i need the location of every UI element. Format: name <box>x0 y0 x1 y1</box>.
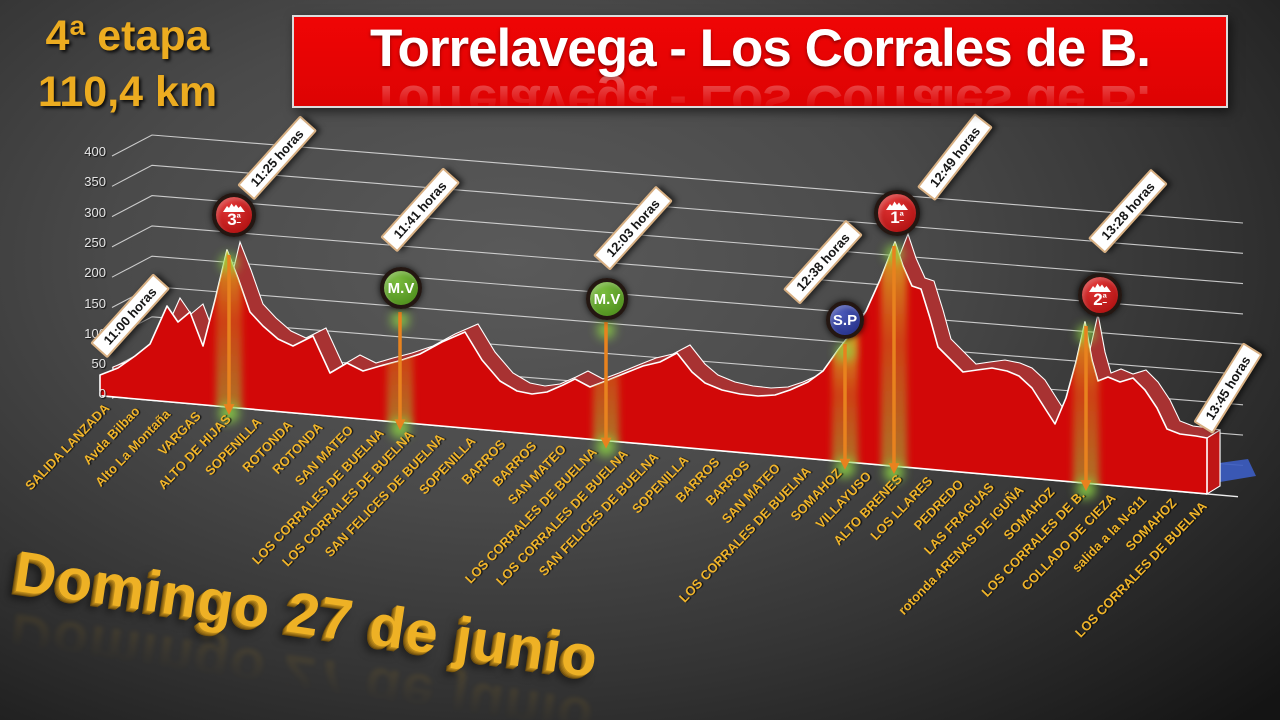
mountain-icon <box>223 203 245 212</box>
profile-end-cap <box>1206 429 1221 495</box>
marker-mv-2: M.V <box>586 278 628 320</box>
mountain-icon <box>886 201 908 210</box>
stage-title: Torrelavega - Los Corrales de B. <box>370 19 1151 78</box>
marker-climb-1a: 1ª <box>874 190 920 236</box>
route-arrow <box>390 311 410 439</box>
climb-category-label: 1ª <box>890 207 904 227</box>
y-tick-label: 50 <box>91 356 106 372</box>
marker-climb-3a: 3ª <box>212 193 256 237</box>
climb-category-label: 3ª <box>227 209 241 229</box>
mountain-icon <box>1089 283 1111 292</box>
y-tick-label: 150 <box>84 295 106 311</box>
gridline <box>111 195 1244 285</box>
route-arrow <box>835 343 855 478</box>
stage-info: 4ª etapa 110,4 km <box>30 8 225 120</box>
stage-distance: 110,4 km <box>37 68 218 116</box>
gridline <box>111 134 1244 224</box>
stage-title-reflection: Torrelavega - Los Corrales de B. <box>370 74 1150 108</box>
y-tick-label: 250 <box>84 234 106 250</box>
meta-volante-label: M.V <box>593 290 621 308</box>
route-arrow <box>884 245 904 483</box>
marker-mv-1: M.V <box>380 267 422 309</box>
y-tick-label: 300 <box>84 204 106 220</box>
floor-finish-patch <box>1212 459 1256 482</box>
y-tick-label: 200 <box>84 265 106 281</box>
meta-volante-label: M.V <box>387 279 415 297</box>
y-tick-label: 400 <box>84 144 106 159</box>
y-tick-label: 350 <box>84 174 106 190</box>
sprint-label: S.P <box>832 311 858 329</box>
y-tick-label: 0 <box>98 386 106 402</box>
stage-number: 4ª etapa <box>45 12 210 60</box>
route-arrow <box>219 254 239 424</box>
climb-category-label: 2ª <box>1093 289 1107 309</box>
title-banner: Torrelavega - Los Corrales de B. Torrela… <box>292 15 1228 108</box>
marker-climb-2a: 2ª <box>1078 273 1122 317</box>
route-arrow <box>596 321 616 457</box>
route-arrow <box>1076 325 1096 500</box>
marker-sp: S.P <box>826 301 864 339</box>
